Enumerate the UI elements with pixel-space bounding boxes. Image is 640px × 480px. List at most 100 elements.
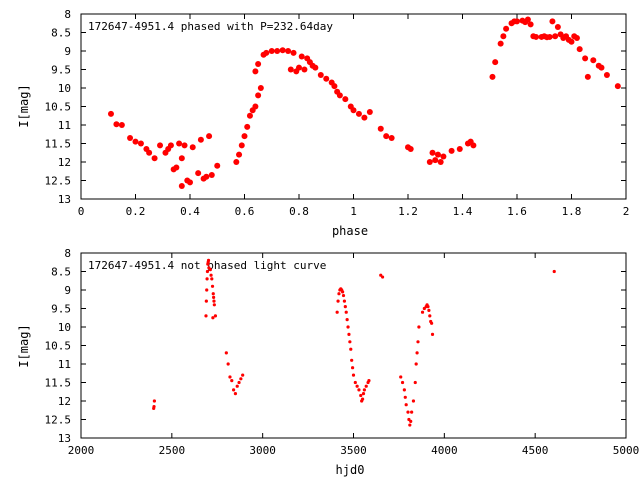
unphased-data-point	[212, 303, 216, 307]
phased-data-point	[181, 142, 188, 149]
unphased-x-tick-label: 4000	[431, 444, 458, 457]
unphased-plot-frame	[80, 252, 627, 439]
phased-y-tick-label: 13	[58, 193, 71, 206]
unphased-data-point	[402, 388, 406, 392]
unphased-data-point	[345, 318, 349, 322]
unphased-y-tick-label: 11	[58, 358, 71, 371]
phased-data-point	[470, 142, 477, 149]
phased-data-point	[285, 48, 292, 54]
unphased-data-point	[342, 299, 347, 303]
phased-data-point	[614, 83, 621, 90]
unphased-data-point	[351, 373, 356, 377]
phased-x-tick-label: 0	[78, 205, 85, 218]
phased-data-point	[603, 72, 610, 79]
phased-data-point	[573, 35, 580, 42]
unphased-data-point	[204, 314, 208, 318]
phased-data-point	[527, 21, 534, 28]
phased-data-point	[146, 149, 153, 156]
phased-data-point	[434, 151, 441, 158]
unphased-data-point	[403, 395, 407, 399]
phased-data-point	[342, 96, 349, 103]
phased-data-point	[214, 162, 221, 169]
unphased-data-point	[341, 290, 345, 294]
phased-data-point	[238, 142, 245, 149]
phased-data-point	[178, 155, 185, 162]
phased-data-point	[552, 33, 559, 40]
phased-x-tick-label: 1.4	[453, 205, 473, 218]
phased-data-point	[255, 60, 262, 67]
unphased-data-point	[430, 332, 435, 336]
phased-data-point	[568, 38, 575, 45]
phased-light-curve-plot: 172647-4951.4 phased with P=232.64day ph…	[17, 8, 629, 238]
unphased-data-point	[337, 292, 341, 296]
unphased-y-tick-label: 10	[58, 321, 71, 334]
phased-data-point	[554, 23, 561, 30]
unphased-data-point	[205, 277, 209, 281]
unphased-data-point	[430, 321, 434, 325]
phased-plot-title: 172647-4951.4 phased with P=232.64day	[88, 20, 333, 33]
phased-data-point	[113, 121, 120, 128]
unphased-y-tick-label: 12.5	[45, 414, 72, 427]
phased-y-tick-label: 9.5	[51, 64, 71, 77]
phased-data-point	[546, 33, 553, 40]
unphased-data-point	[235, 384, 239, 388]
phased-data-point	[252, 68, 259, 75]
phased-data-point	[298, 53, 305, 60]
unphased-data-point	[364, 384, 368, 388]
phased-data-point	[296, 64, 302, 71]
unphased-data-point	[348, 340, 352, 344]
unphased-y-tick-label: 8.5	[51, 266, 71, 279]
unphased-data-point	[355, 384, 359, 388]
unphased-data-point	[416, 340, 420, 344]
phased-data-point	[331, 83, 338, 90]
phased-data-point	[582, 55, 589, 62]
unphased-data-point	[224, 351, 228, 355]
unphased-y-tick-label: 8	[64, 247, 71, 260]
phased-data-point	[301, 66, 308, 73]
unphased-data-point	[341, 293, 346, 298]
phased-data-point	[279, 47, 286, 54]
phased-data-point	[255, 92, 262, 99]
unphased-data-point	[239, 377, 243, 381]
phased-y-tick-label: 11	[58, 119, 71, 132]
phased-plot-xlabel: phase	[332, 224, 368, 238]
phased-y-tick-label: 10	[58, 82, 71, 95]
phased-data-point	[590, 57, 597, 64]
unphased-data-point	[346, 325, 350, 329]
phased-data-point	[492, 59, 499, 66]
unphased-data-point	[361, 392, 366, 396]
phased-data-point	[236, 151, 243, 158]
unphased-data-point	[413, 380, 417, 385]
unphased-data-point	[232, 388, 236, 392]
unphased-data-point	[350, 358, 354, 362]
phased-x-tick-label: 1.6	[507, 205, 527, 218]
phased-data-point	[456, 146, 463, 153]
unphased-data-point	[347, 332, 351, 336]
phased-data-point	[350, 107, 357, 114]
phased-x-tick-label: 1.2	[398, 205, 418, 218]
phased-data-point	[429, 149, 436, 156]
phased-data-point	[549, 18, 556, 25]
phased-y-tick-label: 8.5	[51, 27, 71, 40]
phased-data-point	[287, 66, 294, 73]
unphased-data-point	[237, 380, 241, 385]
phased-data-point	[137, 140, 144, 147]
phased-data-point	[366, 109, 373, 116]
unphased-data-point	[213, 314, 218, 318]
phased-data-point	[383, 133, 390, 140]
phased-data-point	[489, 73, 496, 80]
phased-data-point	[437, 159, 444, 165]
unphased-light-curve-plot: 172647-4951.4 not phased light curve hjd…	[17, 247, 639, 477]
phased-data-point	[244, 123, 251, 130]
phased-x-tick-label: 0.4	[180, 205, 200, 218]
unphased-data-point	[362, 388, 366, 392]
unphased-data-point	[359, 393, 363, 398]
unphased-data-point	[404, 403, 408, 407]
unphased-plot-xlabel: hjd0	[336, 463, 365, 477]
unphased-data-point	[212, 299, 216, 303]
phased-plot-ylabel: I[mag]	[17, 84, 31, 127]
unphased-data-point	[428, 314, 432, 318]
unphased-x-tick-label: 5000	[613, 444, 640, 457]
unphased-data-point	[233, 392, 238, 396]
